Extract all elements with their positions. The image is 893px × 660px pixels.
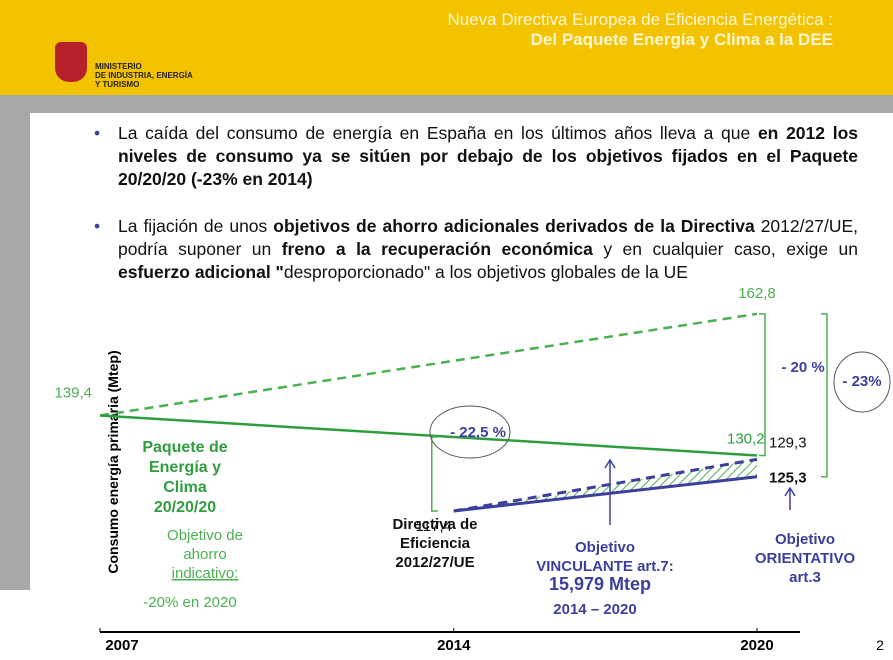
bullet-text: y en cualquier caso, exige un [592,239,858,259]
annotation-line: 15,979 Mtep [549,574,651,594]
bullet-text: 2012/27/UE, podría suponer un [118,216,858,259]
bullet-text: en 2012 los niveles de consumo ya se sit… [118,123,858,189]
series-line [453,475,758,513]
annotation-line: Paquete de [142,439,227,456]
annotation-line: 2012/27/UE [395,554,474,571]
series-line [99,312,758,417]
annotation: Objetivo de ahorro indicativo: [167,527,243,582]
gray-band [30,95,893,113]
crest [55,42,87,82]
circle-mark [833,351,891,413]
annotation-line: Objetivo [575,539,635,556]
bullet-text: esfuerzo adicional " [118,262,284,282]
data-label: 125,3 [769,470,807,487]
annotation: Objetivo ORIENTATIVO art.3 [755,531,856,586]
logo-line: DE INDUSTRIA, ENERGÍA [95,71,193,80]
bracket [821,313,828,478]
x-tick-label: 2020 [740,637,773,654]
annotation-line: ORIENTATIVO [755,550,856,567]
annotation: - 22,5 % [450,424,506,441]
bullet-text: La fijación de unos [118,216,274,236]
annotation-line: Clima [163,479,207,496]
slide-title: Nueva Directiva Europea de Eficiencia En… [447,10,833,50]
annotation: 2014 – 2020 [553,601,636,618]
bullet-text: La caída del consumo de energía en Españ… [118,123,758,143]
annotation: Directiva de Eficiencia 2012/27/UE [392,516,477,571]
page-number: 2 [876,637,884,653]
y-axis-label: Consumo energía primaria (Mtep) [105,350,121,573]
bullet-text: objetivos de ahorro adicionales derivado… [273,216,755,236]
bullet-text: freno a la recuperación económica [281,239,593,259]
bracket [431,436,438,512]
title-line: Nueva Directiva Europea de Eficiencia En… [447,10,833,29]
arrow-head [604,458,616,469]
annotation-line: indicativo: [172,565,239,582]
annotation-line: Objetivo de [167,527,243,544]
annotation-line: ahorro [183,546,226,563]
bullet-text: desproporcionado" a los objetivos global… [283,262,688,282]
annotation-line: Directiva de [392,516,477,533]
data-label: 162,8 [738,285,776,302]
annotation: -20% en 2020 [143,594,236,611]
title-line: Del Paquete Energía y Clima a la DEE [530,30,833,49]
logo-line: Y TURISMO [95,80,140,89]
series-line [99,414,758,457]
annotation-line: art.3 [789,569,821,586]
annotation: - 23% [842,373,881,390]
annotation-line: - 23% [842,373,881,390]
logo-text: MINISTERIO DE INDUSTRIA, ENERGÍA Y TURISMO [95,62,193,89]
logo-line: MINISTERIO [95,62,142,71]
bracket [759,313,766,457]
data-label: 117,4 [416,518,452,535]
gray-strip [0,95,30,590]
annotation: Objetivo VINCULANTE art.7: [536,539,674,575]
series-line [453,457,758,513]
header-band [0,0,893,95]
annotation: Paquete de Energía y Clima 20/20/20 [142,439,227,516]
circle-mark [429,405,511,459]
annotation-line: 2014 – 2020 [553,601,636,618]
annotation-line: Energía y [149,459,221,476]
x-tick-label: 2014 [437,637,471,654]
annotation-line: VINCULANTE art.7: [536,558,674,575]
data-label: 130,2 [727,430,765,447]
annotation-line: Eficiencia [400,535,471,552]
annotation-line: - 22,5 % [450,424,506,441]
annotation: - 20 % [781,359,824,376]
annotation-line: Objetivo [775,531,835,548]
x-tick-label: 2007 [105,637,138,654]
arrow-head [784,486,796,497]
annotation-line: - 20 % [781,359,824,376]
bullet: La caída del consumo de energía en Españ… [94,122,858,191]
data-label: 129,3 [769,434,807,451]
annotation: 15,979 Mtep [549,574,651,594]
annotation-line: -20% en 2020 [143,594,236,611]
data-label: 139,4 [54,385,92,402]
annotation-line: 20/20/20 [154,499,216,516]
bullet: La fijación de unos objetivos de ahorro … [94,215,858,284]
